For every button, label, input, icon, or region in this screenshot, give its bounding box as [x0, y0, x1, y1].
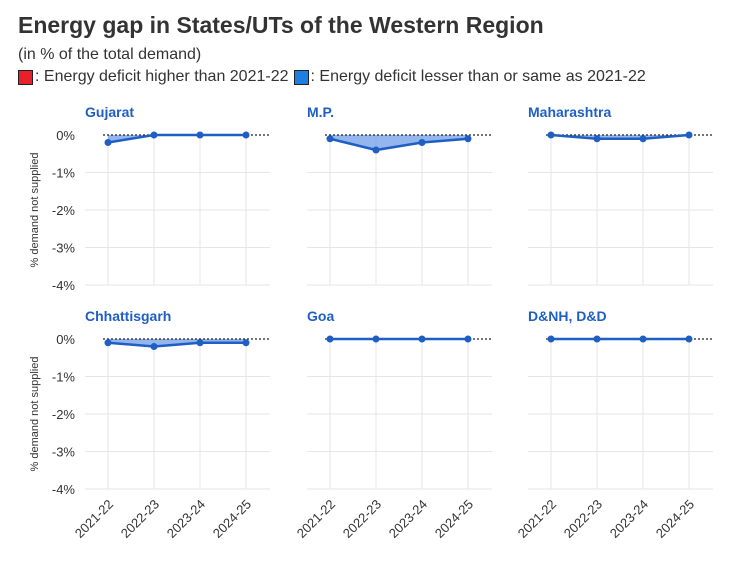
y-tick-label: 0% — [56, 128, 75, 143]
data-point — [196, 339, 204, 347]
y-axis-label: % demand not supplied — [29, 357, 41, 472]
x-tick-label: 2022-23 — [340, 497, 384, 541]
legend: : Energy deficit higher than 2021-22 : E… — [18, 68, 646, 86]
data-point — [685, 131, 693, 139]
y-tick-label: -4% — [52, 278, 76, 293]
y-tick-label: 0% — [56, 332, 75, 347]
data-point — [242, 131, 250, 139]
series-line — [550, 133, 690, 140]
panel-title: Maharashtra — [528, 104, 611, 120]
legend-swatch-higher — [18, 69, 33, 85]
x-tick-label: 2024-25 — [210, 497, 254, 541]
data-point — [150, 343, 158, 350]
data-point — [104, 139, 112, 146]
data-point — [372, 146, 380, 154]
series-line — [107, 133, 246, 144]
y-tick-label: -2% — [52, 407, 76, 422]
data-point — [464, 135, 472, 143]
legend-swatch-lesser — [293, 69, 309, 85]
y-tick-label: -1% — [52, 370, 76, 385]
panel-title: D&NH, D&D — [528, 308, 607, 324]
data-point — [639, 335, 647, 343]
chart-title: Energy gap in States/UTs of the Western … — [18, 12, 544, 38]
data-point — [464, 335, 472, 343]
x-tick-label: 2021-22 — [294, 497, 338, 541]
area-fill — [330, 135, 468, 150]
series-line — [329, 137, 469, 152]
data-point — [593, 335, 601, 343]
y-tick-label: -3% — [52, 445, 76, 460]
series-line — [107, 341, 246, 348]
data-point — [685, 335, 693, 343]
y-tick-label: -3% — [52, 241, 76, 256]
legend-label-higher: : Energy deficit higher than 2021-22 — [35, 68, 289, 85]
data-point — [593, 135, 601, 143]
panel-title: Goa — [307, 308, 334, 324]
data-point — [150, 131, 158, 139]
data-point — [326, 335, 334, 343]
data-point — [418, 335, 426, 343]
x-tick-label: 2021-22 — [72, 497, 116, 541]
legend-label-lesser: : Energy deficit lesser than or same as … — [310, 68, 646, 85]
y-tick-label: -1% — [52, 166, 76, 181]
x-tick-label: 2023-24 — [607, 497, 651, 541]
x-tick-label: 2021-22 — [515, 497, 559, 541]
panel-title: Chhattisgarh — [85, 308, 171, 324]
panel-title: Gujarat — [85, 104, 134, 120]
x-tick-label: 2023-24 — [164, 497, 208, 541]
data-point — [196, 131, 204, 139]
data-point — [104, 339, 112, 347]
data-point — [418, 139, 426, 146]
panel-title: M.P. — [307, 104, 334, 120]
x-tick-label: 2023-24 — [386, 497, 430, 541]
x-tick-label: 2024-25 — [653, 497, 697, 541]
chart-subtitle: (in % of the total demand) — [18, 46, 202, 63]
x-tick-label: 2022-23 — [118, 497, 162, 541]
x-tick-label: 2024-25 — [432, 497, 476, 541]
data-point — [547, 131, 555, 139]
data-point — [242, 339, 250, 347]
data-point — [639, 135, 647, 143]
y-tick-label: -4% — [52, 482, 76, 497]
y-tick-label: -2% — [52, 203, 76, 218]
x-tick-label: 2022-23 — [561, 497, 605, 541]
data-point — [372, 335, 380, 343]
y-axis-label: % demand not supplied — [29, 153, 41, 268]
data-point — [326, 135, 334, 143]
data-point — [547, 335, 555, 343]
